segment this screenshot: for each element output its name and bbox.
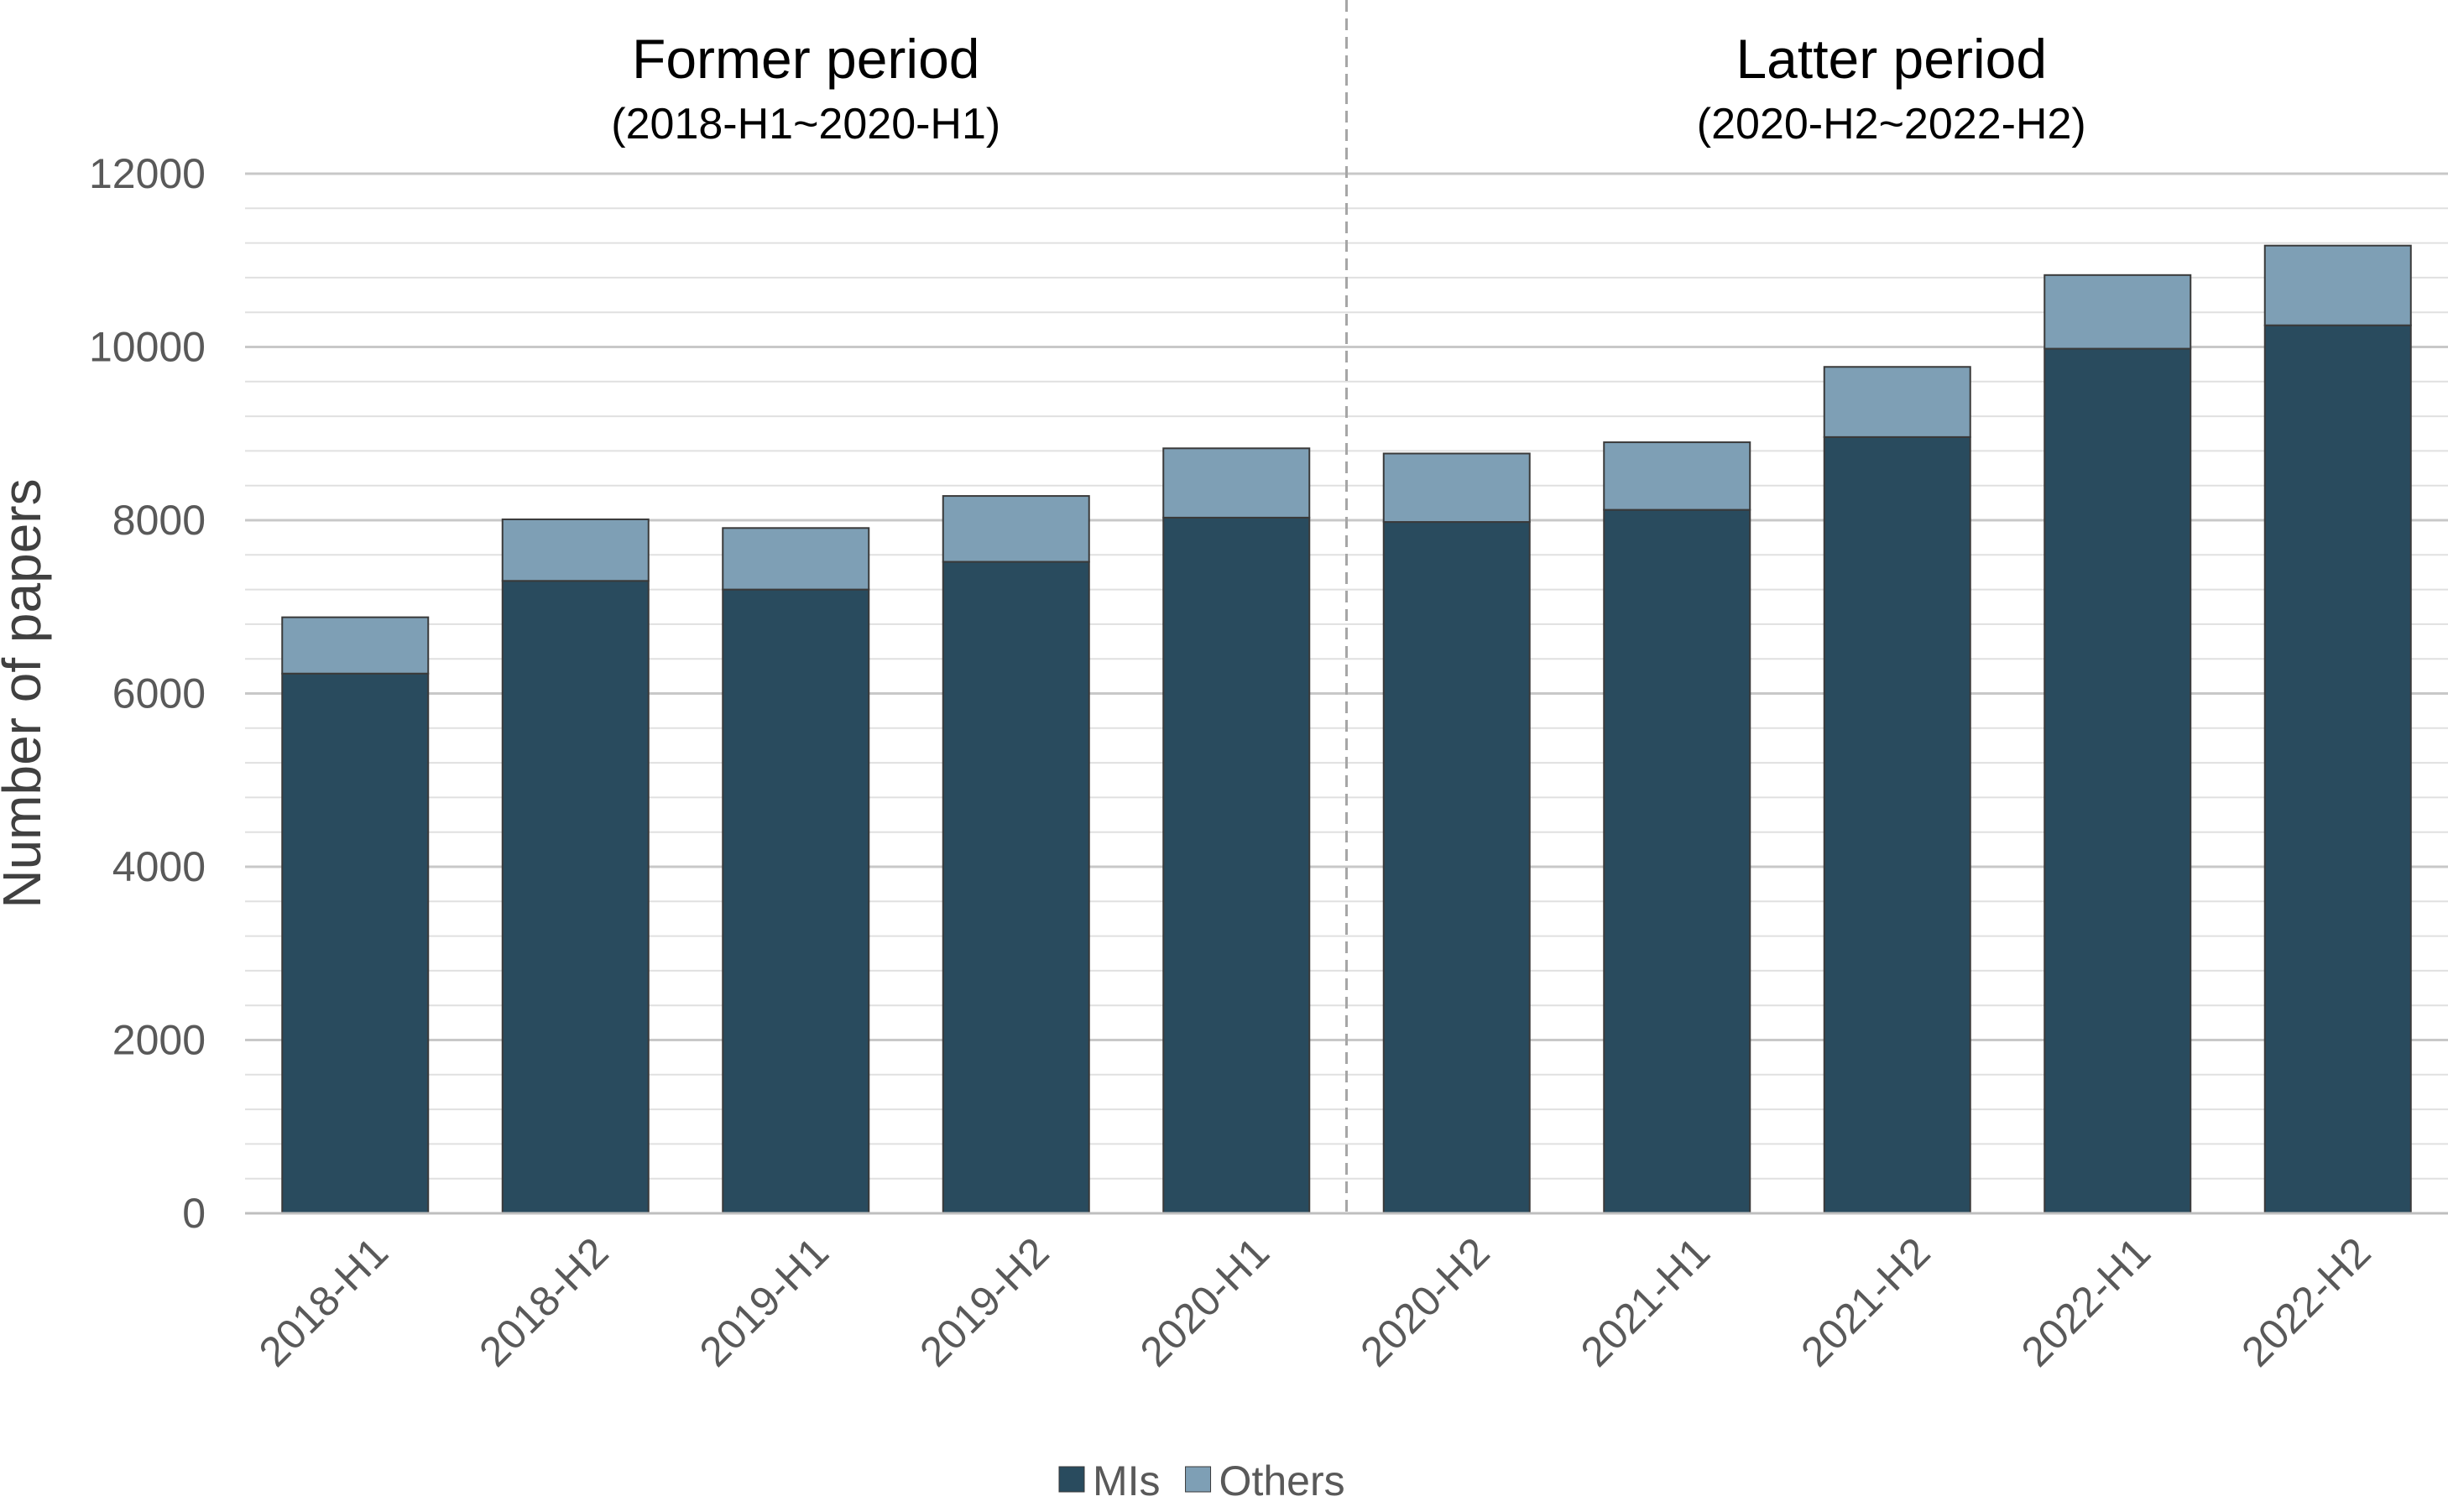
legend-label-mis: MIs (1093, 1457, 1161, 1504)
bar-others-2019-H2 (942, 495, 1090, 563)
bar-mis-2019-H2 (942, 560, 1090, 1214)
bar-mis-2018-H2 (501, 580, 650, 1214)
bar-mis-2018-H1 (281, 672, 430, 1214)
y-tick-label: 0 (182, 1190, 206, 1237)
bar-others-2020-H2 (1382, 452, 1531, 524)
y-tick-label: 8000 (112, 497, 206, 544)
x-tick-label: 2019-H2 (911, 1228, 1057, 1375)
bar-others-2020-H1 (1162, 447, 1311, 519)
bar-others-2022-H2 (2263, 244, 2412, 326)
bar-others-2021-H1 (1603, 441, 1751, 511)
bar-others-2022-H1 (2043, 274, 2192, 350)
bar-mis-2021-H2 (1823, 435, 1971, 1214)
x-tick-label: 2021-H1 (1572, 1228, 1719, 1375)
bar-mis-2020-H2 (1382, 521, 1531, 1214)
x-tick-label: 2022-H2 (2232, 1228, 2379, 1375)
y-tick-label: 12000 (89, 150, 206, 197)
period-subtitle: (2018-H1~2020-H1) (611, 100, 1000, 149)
bar-others-2019-H1 (722, 527, 870, 591)
legend-swatch-others (1185, 1466, 1212, 1493)
period-subtitle: (2020-H2~2022-H2) (1697, 100, 2086, 149)
y-tick-label: 2000 (112, 1017, 206, 1064)
x-tick-label: 2018-H1 (250, 1228, 397, 1375)
bar-mis-2021-H1 (1603, 508, 1751, 1214)
legend-label-others: Others (1219, 1457, 1345, 1504)
legend-swatch-mis (1058, 1466, 1085, 1493)
x-tick-label: 2022-H1 (2012, 1228, 2159, 1375)
x-tick-label: 2019-H1 (691, 1228, 838, 1375)
y-tick-label: 10000 (89, 324, 206, 371)
y-tick-label: 6000 (112, 670, 206, 717)
bar-others-2018-H1 (281, 616, 430, 675)
bar-mis-2022-H1 (2043, 347, 2192, 1215)
x-tick-label: 2018-H2 (470, 1228, 617, 1375)
period-title: Latter period (1736, 28, 2047, 90)
bar-mis-2019-H1 (722, 588, 870, 1214)
bar-mis-2022-H2 (2263, 324, 2412, 1214)
period-title: Former period (632, 28, 979, 90)
bar-mis-2020-H1 (1162, 516, 1311, 1214)
bar-others-2021-H2 (1823, 366, 1971, 438)
y-axis-title: Number of papers (0, 478, 52, 908)
bar-others-2018-H2 (501, 518, 650, 582)
y-tick-label: 4000 (112, 843, 206, 890)
x-tick-label: 2020-H2 (1351, 1228, 1498, 1375)
x-tick-label: 2020-H1 (1131, 1228, 1278, 1375)
x-tick-label: 2021-H2 (1792, 1228, 1939, 1375)
